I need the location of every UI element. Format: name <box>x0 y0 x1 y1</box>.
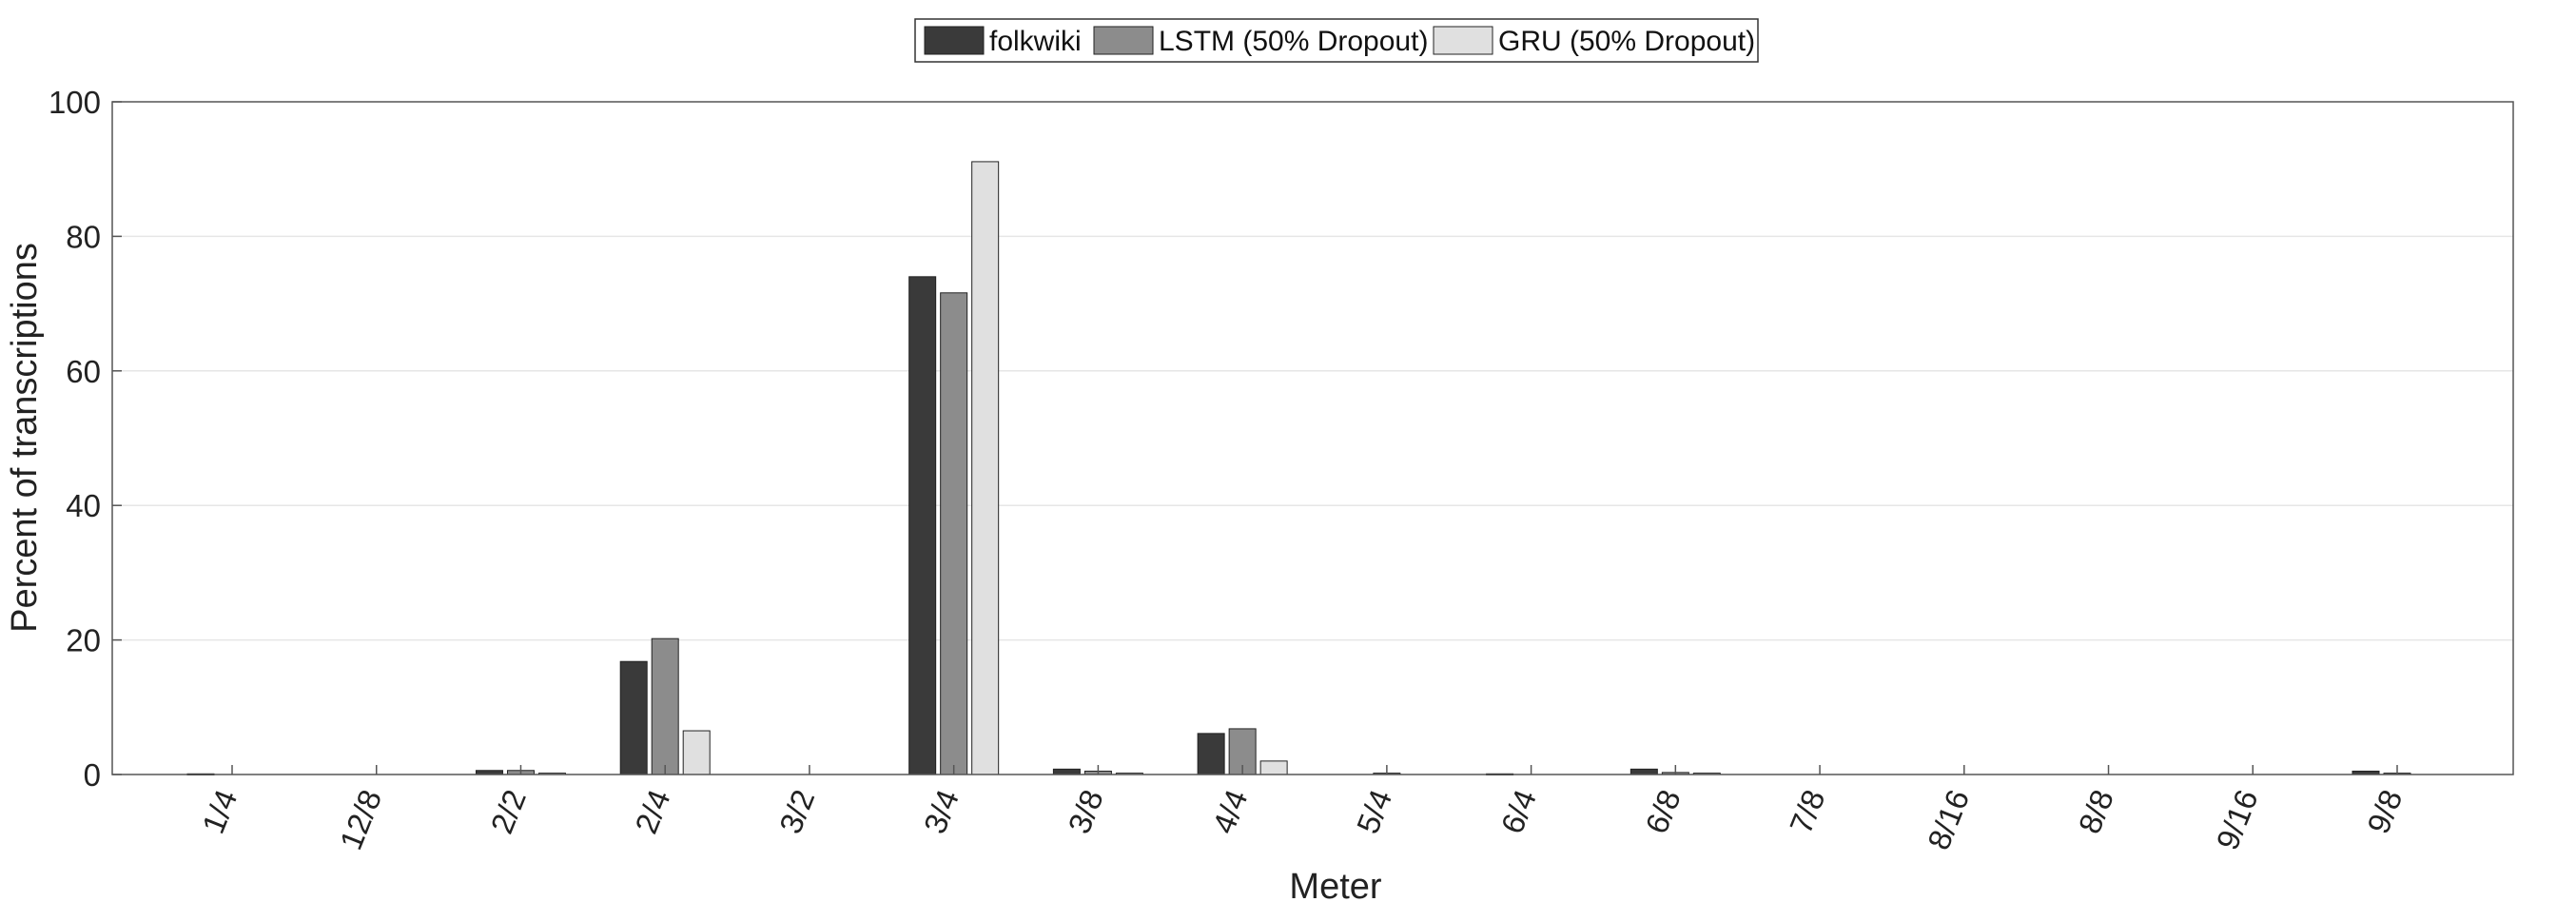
y-axis-ticks: 0 20 40 60 80 100 <box>49 85 122 793</box>
y-axis-title: Percent of transcriptions <box>5 243 45 633</box>
bar-folkwiki <box>619 660 648 775</box>
bar-lstm <box>651 637 679 775</box>
x-axis-ticks: 1/4 12/8 2/2 2/4 3/2 3/4 3/8 4/4 5/4 6/4 6/8 7/8 8/1… <box>195 765 2409 854</box>
legend-swatch-folkwiki <box>924 26 985 55</box>
plot-frame <box>111 101 2514 775</box>
x-tick-label: 3/2 <box>772 785 821 838</box>
legend-swatch-gru <box>1433 26 1493 55</box>
x-tick-label: 3/4 <box>917 785 966 838</box>
x-tick-label: 8/16 <box>1921 785 1976 854</box>
x-axis-title: Meter <box>1289 867 1381 902</box>
bar-folkwiki <box>1630 768 1658 775</box>
x-tick-label: 8/8 <box>2072 785 2120 838</box>
legend: folkwiki LSTM (50% Dropout) GRU (50% Dro… <box>914 18 1759 63</box>
x-tick-label: 5/4 <box>1350 785 1398 838</box>
y-tick-label: 100 <box>49 85 101 120</box>
bars <box>186 161 2411 775</box>
legend-swatch-lstm <box>1093 26 1154 55</box>
plot-background <box>112 102 2513 775</box>
x-tick-label: 12/8 <box>333 785 388 854</box>
bar-gru <box>1259 760 1288 775</box>
legend-label-gru: GRU (50% Dropout) <box>1498 26 1755 57</box>
y-tick-label: 20 <box>66 623 101 658</box>
bar-folkwiki <box>908 276 937 775</box>
x-tick-label: 1/4 <box>195 785 244 838</box>
y-tick-label: 40 <box>66 488 101 523</box>
bar-lstm <box>940 292 968 775</box>
x-tick-label: 6/8 <box>1638 785 1687 838</box>
bar-folkwiki <box>1197 733 1225 775</box>
x-tick-label: 3/8 <box>1061 785 1109 838</box>
legend-label-folkwiki: folkwiki <box>989 26 1082 57</box>
bar-folkwiki <box>1052 768 1081 775</box>
legend-label-lstm: LSTM (50% Dropout) <box>1159 26 1428 57</box>
y-tick-label: 80 <box>66 219 101 254</box>
bar-gru <box>682 730 711 775</box>
legend-box <box>914 18 1759 63</box>
x-tick-label: 9/16 <box>2209 785 2264 854</box>
y-tick-label: 0 <box>84 757 101 793</box>
x-tick-label: 6/4 <box>1494 785 1543 838</box>
x-tick-label: 2/2 <box>483 785 532 838</box>
x-tick-label: 2/4 <box>628 785 676 838</box>
x-tick-label: 9/8 <box>2360 785 2409 838</box>
grid-lines <box>112 235 2513 641</box>
x-tick-label: 7/8 <box>1783 785 1831 838</box>
y-tick-label: 60 <box>66 354 101 389</box>
bar-gru <box>971 161 1000 775</box>
x-tick-label: 4/4 <box>1205 785 1254 838</box>
